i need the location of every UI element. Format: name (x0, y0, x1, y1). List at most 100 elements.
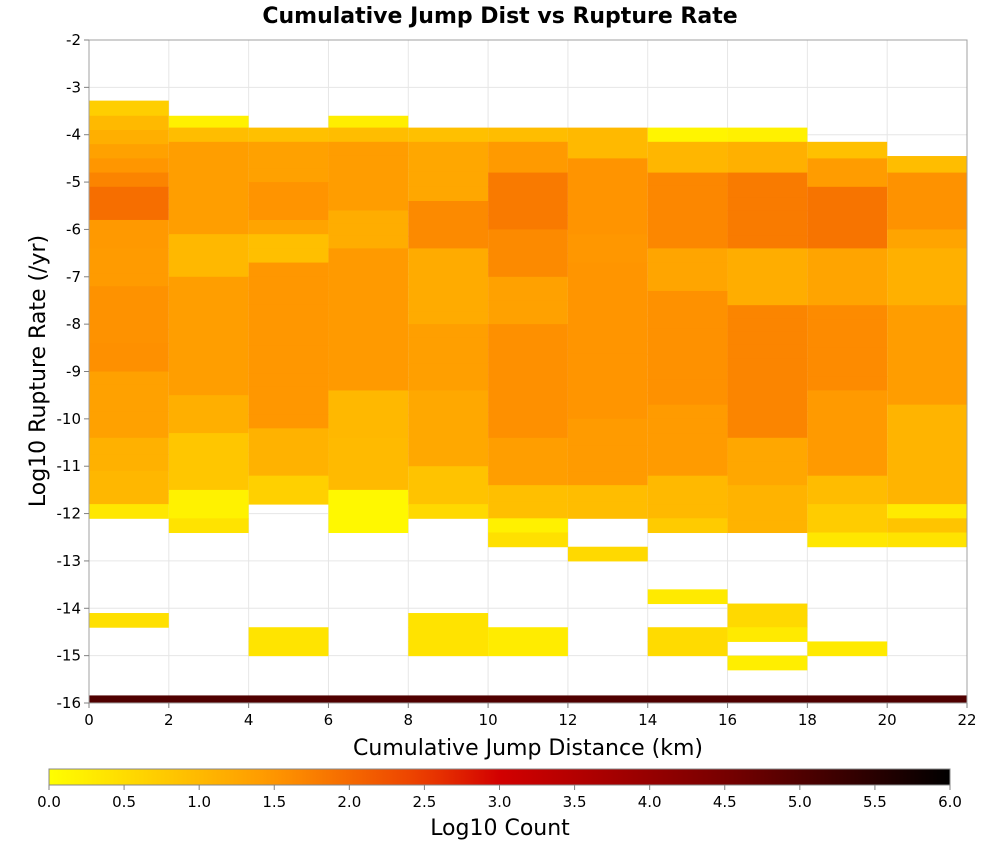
heatmap-cell (328, 196, 409, 211)
y-axis-label: Log10 Rupture Rate (/yr) (26, 235, 51, 507)
heatmap-cell (89, 172, 169, 188)
heatmap-cell (328, 235, 409, 249)
heatmap-cell (727, 157, 808, 174)
heatmap-cell (807, 248, 888, 264)
y-tick-label: -14 (57, 599, 82, 617)
heatmap-cell (488, 215, 568, 230)
heatmap-cell (567, 432, 648, 446)
heatmap-cell (647, 641, 728, 657)
heatmap-cell (488, 201, 568, 216)
heatmap-cell (488, 518, 568, 534)
heatmap-cell (89, 248, 169, 262)
x-tick-label: 18 (798, 711, 817, 729)
heatmap-cell (408, 627, 489, 642)
heatmap-cell (89, 234, 169, 249)
heatmap-cell (727, 305, 808, 319)
colorbar-tick-label: 0.0 (37, 793, 61, 811)
heatmap-cell (647, 328, 728, 343)
heatmap-cell (89, 286, 169, 301)
heatmap-cell (567, 418, 648, 433)
heatmap-cell (567, 183, 648, 197)
heatmap-cell (807, 262, 888, 278)
heatmap-cell (567, 288, 648, 303)
heatmap-cell (647, 262, 728, 278)
heatmap-cell (89, 343, 169, 358)
heatmap-cell (328, 437, 409, 452)
colorbar-tick-label: 2.5 (412, 793, 436, 811)
heatmap-cell (89, 129, 169, 145)
colorbar-tick-label: 2.0 (337, 793, 361, 811)
heatmap-cell (328, 312, 409, 327)
heatmap-cell (488, 300, 568, 313)
heatmap-cell (567, 458, 648, 473)
heatmap-cell (248, 317, 329, 333)
heatmap-cell (887, 532, 967, 548)
heatmap-cell (647, 127, 728, 143)
heatmap-cell (328, 377, 409, 391)
heatmap-cell (567, 143, 648, 159)
x-tick-label: 6 (324, 711, 334, 729)
heatmap-cell (887, 491, 967, 505)
heatmap-cell (807, 641, 888, 657)
heatmap-cell (727, 655, 808, 671)
heatmap-cell (168, 368, 249, 383)
heatmap-cell (488, 412, 568, 426)
heatmap-cell (408, 415, 489, 429)
heatmap-cell (567, 353, 648, 368)
heatmap-cell (727, 344, 808, 359)
heatmap-cell (567, 301, 648, 316)
heatmap-cell (727, 210, 808, 224)
heatmap-cell (647, 341, 728, 355)
heatmap-cell (647, 276, 728, 292)
x-axis-ticks: 0 2 4 6 8 10 12 14 16 18 20 22 (84, 703, 977, 729)
heatmap-cell (168, 127, 249, 143)
heatmap-cell (567, 127, 648, 144)
heatmap-cell (488, 501, 568, 519)
heatmap-cell (807, 532, 888, 548)
heatmap-cell (567, 501, 648, 519)
heatmap-cell (488, 349, 568, 363)
heatmap-cell (328, 504, 409, 519)
heatmap-cell (168, 316, 249, 330)
heatmap-cell (488, 241, 568, 254)
heatmap-cell (408, 466, 489, 480)
heatmap-cell (248, 489, 329, 505)
y-tick-label: -15 (57, 647, 82, 665)
heatmap-cell (248, 127, 329, 143)
heatmap-cell (647, 223, 728, 237)
colorbar-tick-label: 1.5 (262, 793, 286, 811)
heatmap-cell (248, 452, 329, 465)
heatmap-cell (887, 276, 967, 292)
heatmap-cell (248, 207, 329, 221)
heatmap-cell (567, 471, 648, 486)
y-tick-label: -13 (57, 552, 82, 570)
heatmap-cell (488, 336, 568, 350)
heatmap-cell (168, 248, 249, 264)
heatmap-cell (408, 273, 489, 287)
heatmap-cell (807, 236, 888, 249)
heatmap-cell (248, 400, 329, 416)
heatmap-cell (647, 235, 728, 249)
heatmap-cell (488, 276, 568, 290)
heatmap-cell (887, 376, 967, 391)
y-axis-ticks: -2 -3 -4 -5 -6 -7 -8 -9 -10 -11 -12 -13 -14 -15 -16 (57, 31, 89, 712)
heatmap-cell (727, 496, 808, 510)
heatmap-cell (328, 463, 409, 478)
heatmap-cell (887, 305, 967, 320)
heatmap-cell (887, 319, 967, 335)
heatmap-cell (807, 199, 888, 212)
heatmap-cell (647, 433, 728, 448)
heatmap-cell (89, 158, 169, 174)
heatmap-cell (408, 261, 489, 275)
heatmap-cell (328, 325, 409, 340)
heatmap-cell (887, 347, 967, 363)
heatmap-cell (727, 384, 808, 399)
heatmap-cell (248, 345, 329, 360)
heatmap-cell (89, 398, 169, 412)
heatmap-cell (488, 264, 568, 278)
heatmap-cell (328, 248, 409, 262)
heatmap-cell (727, 461, 808, 474)
heatmap-cell (887, 362, 967, 377)
heatmap-cell (248, 248, 329, 264)
